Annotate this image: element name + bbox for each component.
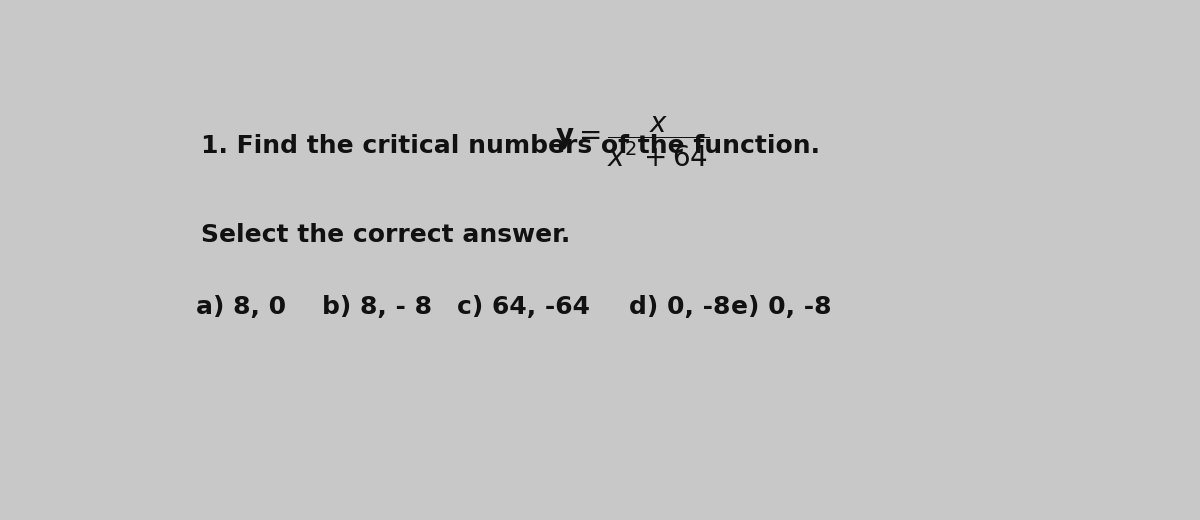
- Text: 1. Find the critical numbers of the function.: 1. Find the critical numbers of the func…: [202, 135, 820, 159]
- Text: c) 64, -64: c) 64, -64: [457, 295, 590, 319]
- Text: b) 8, - 8: b) 8, - 8: [322, 295, 432, 319]
- Text: d) 0, -8: d) 0, -8: [629, 295, 731, 319]
- Text: $\mathbf{y} = \dfrac{x}{x^2+64}$: $\mathbf{y} = \dfrac{x}{x^2+64}$: [554, 114, 709, 169]
- Text: a) 8, 0: a) 8, 0: [197, 295, 287, 319]
- Text: Select the correct answer.: Select the correct answer.: [202, 223, 570, 246]
- Text: e) 0, -8: e) 0, -8: [731, 295, 832, 319]
